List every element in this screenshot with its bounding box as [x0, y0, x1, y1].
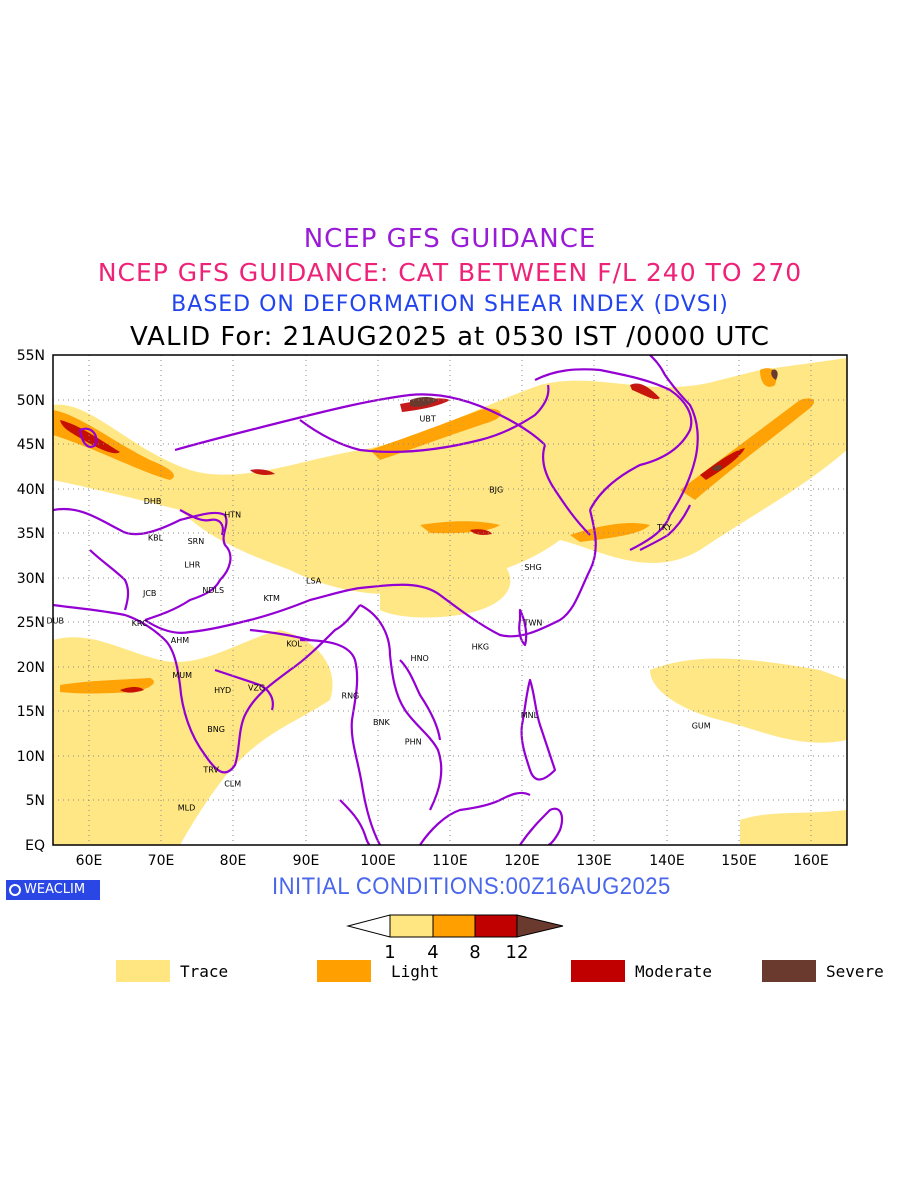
- lon-tick: 90E: [293, 853, 320, 869]
- lat-tick: 50N: [17, 393, 45, 409]
- colorbar-segment-light: [432, 914, 476, 938]
- station-label: JCB: [142, 589, 156, 598]
- valid-time: VALID For: 21AUG2025 at 0530 IST /0000 U…: [130, 322, 770, 352]
- legend-label: Light: [391, 962, 440, 981]
- station-label: NDLS: [202, 586, 224, 595]
- station-label: TWN: [523, 618, 543, 627]
- station-label: CLM: [224, 780, 241, 789]
- station-labels: UBT BJG HTN DHB KBL SRN LHR JCB NDLS KTM LSA SHG TKY…: [46, 414, 710, 812]
- lon-tick: 150E: [721, 853, 757, 869]
- colorbar-tick: 4: [427, 942, 438, 963]
- legend-label: Trace: [180, 962, 229, 981]
- lat-tick: 20N: [17, 660, 45, 676]
- colorbar: 1 4 8 12: [346, 914, 564, 963]
- legend-swatch: [571, 960, 625, 982]
- station-label: HTN: [224, 511, 241, 520]
- lat-tick: 40N: [17, 482, 45, 498]
- station-label: MUM: [172, 671, 192, 680]
- legend-swatch: [317, 960, 371, 982]
- lon-tick: 120E: [504, 853, 540, 869]
- lon-tick: 140E: [649, 853, 685, 869]
- station-label: RNG: [342, 691, 360, 700]
- station-label: HNO: [411, 654, 429, 663]
- colorbar-high-arrow: [516, 914, 564, 938]
- station-label: BNG: [207, 725, 225, 734]
- station-label: LSA: [306, 576, 322, 585]
- station-label: KBL: [148, 534, 164, 543]
- station-label: BNK: [373, 718, 390, 727]
- station-label: AHM: [171, 636, 189, 645]
- weaclim-logo: WEACLIM: [6, 880, 100, 900]
- lat-tick: 25N: [17, 615, 45, 631]
- station-label: TRV: [202, 765, 219, 774]
- station-label: LHR: [184, 560, 200, 569]
- station-label: UBT: [419, 414, 435, 423]
- lon-tick: 110E: [432, 853, 468, 869]
- graticule: [53, 355, 847, 845]
- lon-tick: 160E: [793, 853, 829, 869]
- initial-conditions: INITIAL CONDITIONS:00Z16AUG2025: [272, 873, 671, 900]
- legend-label: Severe: [826, 962, 884, 981]
- station-label: KTM: [263, 594, 280, 603]
- station-label: KRC: [132, 619, 148, 628]
- lat-tick: 10N: [17, 749, 45, 765]
- title-line-2: NCEP GFS GUIDANCE: CAT BETWEEN F/L 240 T…: [97, 258, 803, 287]
- latitude-axis: EQ 5N 10N 15N 20N 25N 30N 35N 40N 45N 50…: [17, 348, 45, 854]
- map-frame: [52, 354, 848, 846]
- station-label: VZG: [248, 683, 265, 692]
- station-label: DHB: [144, 497, 162, 506]
- station-label: PHN: [405, 738, 422, 747]
- colorbar-tick: 8: [469, 942, 480, 963]
- colorbar-tick: 1: [384, 942, 395, 963]
- station-label: HKG: [472, 642, 489, 651]
- station-label: MNL: [521, 711, 539, 720]
- station-label: TKY: [656, 523, 672, 532]
- station-label: KOL: [286, 640, 302, 649]
- station-label: MLD: [178, 804, 196, 813]
- title-line-3: BASED ON DEFORMATION SHEAR INDEX (DVSI): [171, 292, 729, 317]
- lon-tick: 80E: [220, 853, 247, 869]
- title-line-1: NCEP GFS GUIDANCE: [303, 224, 597, 254]
- colorbar-segment-trace: [389, 914, 434, 938]
- station-label: HYD: [214, 686, 231, 695]
- lon-tick: 70E: [148, 853, 175, 869]
- lat-tick: 30N: [17, 571, 45, 587]
- logo-circle-icon: [9, 884, 21, 896]
- station-label: SHG: [524, 563, 541, 572]
- colorbar-segment-moderate: [474, 914, 518, 938]
- legend-swatch: [116, 960, 170, 982]
- colorbar-tick: 12: [506, 942, 529, 963]
- lat-tick: 5N: [26, 793, 45, 809]
- station-label: SRN: [188, 537, 205, 546]
- lat-tick: 45N: [17, 437, 45, 453]
- station-label: DUB: [46, 617, 64, 626]
- lat-tick: 15N: [17, 704, 45, 720]
- turbulence-map: UBT BJG HTN DHB KBL SRN LHR JCB NDLS KTM LSA SHG TKY…: [17, 348, 848, 869]
- colorbar-low-arrow: [346, 914, 391, 938]
- station-label: GUM: [692, 722, 711, 731]
- lon-tick: 60E: [76, 853, 103, 869]
- lat-tick: 35N: [17, 526, 45, 542]
- station-label: BJG: [489, 486, 503, 495]
- lat-tick: 55N: [17, 348, 45, 364]
- logo-text: WEACLIM: [24, 882, 86, 897]
- lon-tick: 130E: [576, 853, 612, 869]
- lat-tick: EQ: [25, 838, 45, 854]
- lon-tick: 100E: [360, 853, 396, 869]
- country-boundaries: [53, 355, 699, 845]
- legend-swatch: [762, 960, 816, 982]
- legend-label: Moderate: [635, 962, 713, 981]
- longitude-axis: 60E 70E 80E 90E 100E 110E 120E 130E 140E…: [76, 853, 829, 869]
